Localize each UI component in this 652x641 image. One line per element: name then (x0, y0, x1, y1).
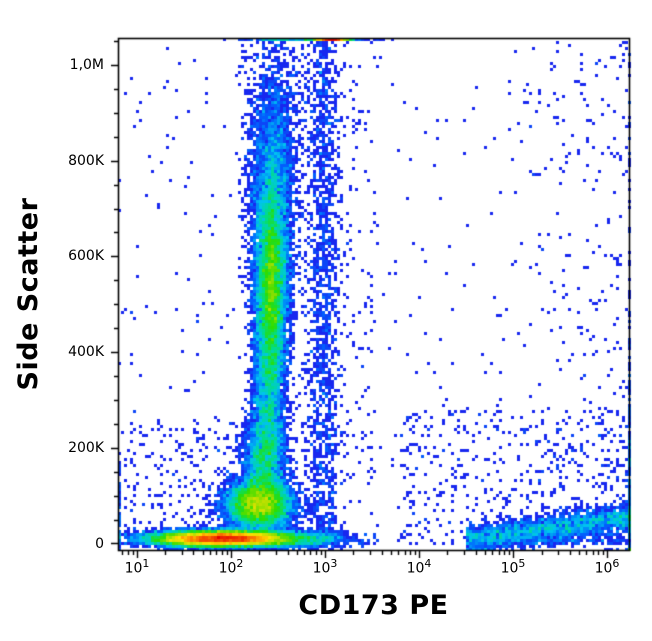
y-tick-label-800k: 800K (68, 153, 104, 169)
x-tick-label-10e6: 106 (585, 557, 629, 577)
x-tick-base: 10 (124, 560, 143, 577)
x-tick-base: 10 (312, 560, 331, 577)
y-axis-label: Side Scatter (13, 197, 44, 391)
x-tick-base: 10 (500, 560, 519, 577)
x-tick-exponent: 5 (518, 557, 526, 570)
x-tick-label-10e4: 104 (397, 557, 441, 577)
x-tick-base: 10 (406, 560, 425, 577)
x-tick-exponent: 6 (612, 557, 620, 570)
x-tick-base: 10 (594, 560, 613, 577)
x-tick-exponent: 1 (142, 557, 150, 570)
x-tick-label-10e5: 105 (491, 557, 535, 577)
y-tick-label-400k: 400K (68, 344, 104, 360)
x-tick-label-10e3: 103 (303, 557, 347, 577)
y-tick-label-1000k: 1,0M (69, 57, 104, 73)
y-tick-label-0: 0 (95, 536, 104, 552)
x-tick-base: 10 (218, 560, 237, 577)
x-tick-exponent: 2 (236, 557, 244, 570)
x-axis-label: CD173 PE (298, 590, 449, 621)
y-tick-label-600k: 600K (68, 248, 104, 264)
x-tick-label-10e1: 101 (115, 557, 159, 577)
x-tick-exponent: 3 (330, 557, 338, 570)
x-tick-label-10e2: 102 (209, 557, 253, 577)
y-tick-label-200k: 200K (68, 440, 104, 456)
x-tick-exponent: 4 (424, 557, 432, 570)
